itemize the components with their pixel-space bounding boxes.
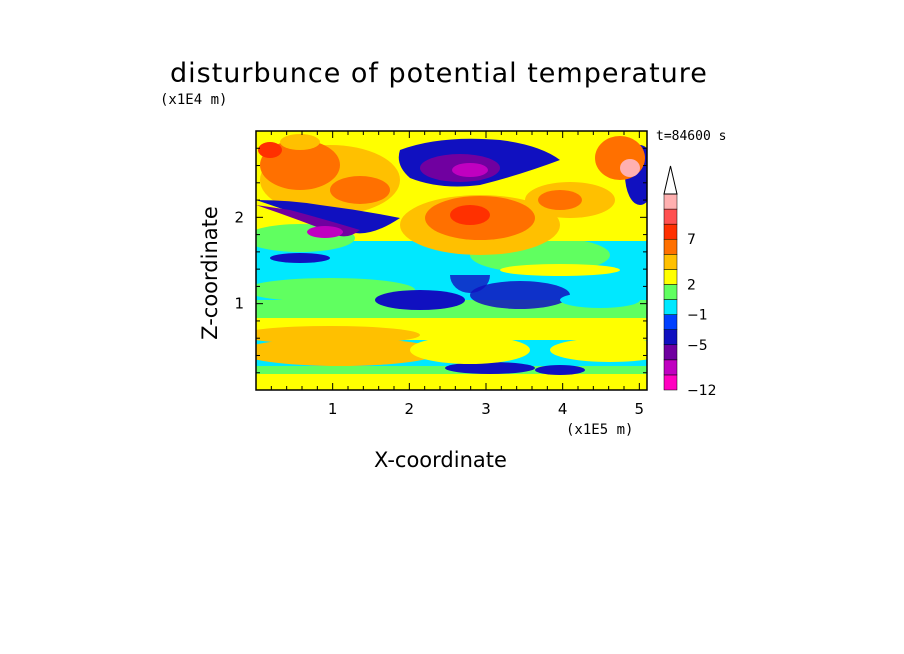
chart-title: disturbunce of potential temperature [170,58,708,89]
colorbar-swatch [663,329,678,346]
contour-blob [410,336,530,364]
contour-blob [470,281,570,309]
x-tick-label: 2 [405,400,415,418]
colorbar-label: 2 [687,277,696,293]
axis-ticks: 1 2 3 4 5 1 2 [234,131,647,418]
colorbar-swatch [663,238,678,255]
contour-field [256,131,647,390]
contour-blob [270,253,330,263]
colorbar-swatch [663,269,678,285]
contour-blob [538,190,582,210]
x-axis-unit: (x1E5 m) [566,422,634,438]
contour-blob [450,205,490,225]
colorbar-swatch [663,223,678,240]
contour-band [256,372,647,390]
colorbar-label: −5 [687,338,708,354]
x-tick-label: 3 [481,400,491,418]
colorbar-extend-triangle [663,165,678,195]
y-tick-label: 2 [234,208,244,226]
contour-blob [256,338,440,366]
colorbar-label: 7 [687,232,696,248]
colorbar-label: −1 [687,308,708,324]
colorbar: 7 2 −1 −5 −12 [663,165,717,399]
contour-blob [256,200,400,234]
contour-blob [256,278,415,302]
contour-blob [535,365,585,375]
contour-blob [620,159,640,177]
contour-blob [307,226,343,238]
contour-blob [256,326,420,344]
colorbar-swatch [663,208,678,225]
colorbar-swatch [663,314,678,330]
contour-blob [550,338,647,362]
contour-blob [500,264,620,276]
contour-blob [452,163,488,177]
contour-blob [280,134,320,150]
z-axis-unit: (x1E4 m) [160,92,228,108]
y-tick-label: 1 [234,295,244,313]
contour-blob [560,292,640,308]
colorbar-label: −12 [687,383,717,399]
colorbar-swatch [663,284,678,300]
contour-blob [330,176,390,204]
x-tick-label: 1 [328,400,338,418]
plot-frame [255,130,648,391]
x-axis-label: X-coordinate [374,448,507,472]
colorbar-swatch [663,254,678,270]
colorbar-swatch [663,344,678,361]
colorbar-swatch [663,299,678,315]
contour-blob [375,290,465,310]
colorbar-swatch [663,359,678,376]
time-annotation: t=84600 s [656,129,727,144]
colorbar-swatch [663,193,678,210]
contour-blob [258,142,282,158]
contour-blob [445,362,535,374]
x-tick-label: 4 [558,400,568,418]
x-tick-label: 5 [635,400,645,418]
colorbar-swatch [663,374,678,391]
